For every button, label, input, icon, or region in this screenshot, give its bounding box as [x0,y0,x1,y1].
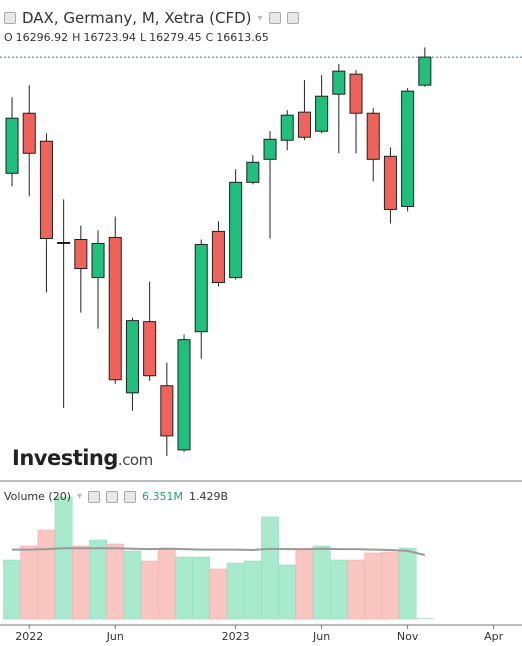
volume-bar [157,547,176,620]
candle-body [211,230,225,284]
candle-body [74,238,88,270]
volume-bar [243,560,262,620]
candle-body [418,56,432,86]
volume-bar [54,496,73,620]
volume-bar [192,556,211,620]
volume-bar [209,568,228,620]
candle-body [22,112,36,154]
candle-body [332,70,346,95]
volume-bar [295,549,314,620]
volume-title: Volume (20) [4,490,71,503]
x-tick-label: Apr [484,630,504,643]
candle-body [160,385,174,437]
x-tick-label: Jun [106,630,124,643]
volume-bar [37,529,56,620]
ohlc-value: 16613.65 [216,31,269,44]
ohlc-legend: O 16296.92 H 16723.94 L 16279.45 C 16613.65 [4,31,273,44]
candle-body [5,117,19,174]
ohlc-value: 16723.94 [83,31,136,44]
watermark-text: .com [117,451,153,469]
candle-body [57,241,71,244]
ohlc-label: L [139,31,147,44]
volume-bar [89,539,107,620]
volume-bar [3,559,21,620]
volume-bar [329,559,348,620]
candle-body [297,111,311,138]
volume-bar [347,559,365,620]
ohlc-value: 16296.92 [15,31,69,44]
candle-body [143,321,157,377]
settings-icon[interactable] [106,490,119,503]
x-tick-label: Jun [312,630,330,643]
x-tick-label: 2022 [15,630,43,643]
candle-body [177,339,191,451]
dropdown-arrow[interactable]: ▾ [77,491,83,502]
ohlc-label: O [4,31,13,44]
candle-body [108,236,122,381]
candle-body [401,90,415,207]
volume-bar [381,551,400,620]
candle-body [315,95,329,132]
volume-bar [175,556,193,620]
volume-bar [20,545,39,620]
volume-bar [312,545,331,620]
chart-title: DAX, Germany, M, Xetra (CFD) [22,9,252,27]
volume-bar [278,564,297,620]
volume-bar [364,552,383,620]
collapse-icon[interactable] [4,12,16,24]
candle-body [39,140,53,240]
candle-body [366,112,380,160]
x-tick-label: Nov [397,630,419,643]
candle-body [246,161,260,183]
settings-icon[interactable] [286,12,299,24]
volume-value: 1.429B [189,490,229,503]
volume-ma-line [12,547,426,556]
volume-bar [71,545,90,620]
x-tick-label: 2023 [222,630,250,643]
volume-bar [123,550,142,620]
watermark-text: Investing [12,446,118,470]
candle-body [383,155,397,210]
volume-bar [226,562,245,620]
volume-bar [261,516,279,620]
ohlc-label: H [72,31,81,44]
volume-bar [398,547,417,620]
candle-body [263,138,277,160]
dropdown-arrow[interactable]: ▾ [257,12,263,24]
candle-body [280,114,294,141]
ohlc-label: C [205,31,214,44]
close-icon[interactable] [124,490,137,503]
hide-icon[interactable] [88,490,101,503]
candle-body [194,244,208,333]
volume-value: 6.351M [142,490,184,503]
chart-header: DAX, Germany, M, Xetra (CFD) ▾ [4,9,299,27]
candle-body [91,242,105,279]
watermark: Investing.com [12,446,153,470]
candle-body [125,320,139,394]
ohlc-value: 16279.45 [149,31,202,44]
candle-body [229,181,243,279]
hide-icon[interactable] [268,12,281,24]
volume-bar [140,560,159,620]
candle-body [349,73,363,114]
volume-bar [106,543,125,620]
volume-legend: Volume (20) ▾ 6.351M 1.429B [4,490,228,503]
